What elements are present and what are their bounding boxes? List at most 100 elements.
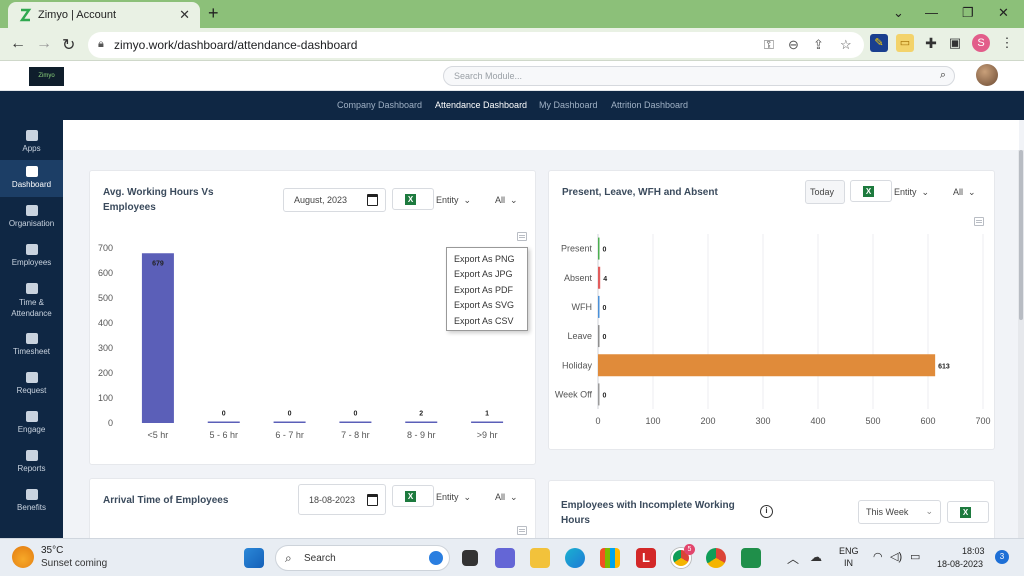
weather-desc[interactable]: Sunset coming (41, 558, 108, 569)
avg-hours-bar-chart: 0 100 200 300 400 500 600 700 679 <5 hr 0 5 - 6 hr 0… (98, 243, 504, 440)
sidebar-item-apps[interactable]: Apps (0, 124, 63, 160)
export-pdf-item[interactable]: Export As PDF (454, 285, 514, 295)
nav-my-dashboard[interactable]: My Dashboard (539, 100, 598, 110)
chrome-profile-icon[interactable] (706, 548, 726, 568)
new-tab-button[interactable]: + (208, 3, 219, 23)
clock-date[interactable]: 18-08-2023 (937, 559, 984, 569)
back-icon[interactable]: ← (10, 35, 26, 52)
sidebar-item-request[interactable]: Request (0, 366, 63, 403)
task-view-icon[interactable] (462, 550, 478, 566)
puzzle-icon[interactable]: ✚ (925, 35, 937, 51)
search-icon[interactable]: ⌕ (939, 69, 946, 81)
date-picker[interactable]: 18-08-2023 (298, 484, 386, 515)
sidebar-item-reports[interactable]: Reports (0, 444, 63, 481)
excel-export-button[interactable]: X (850, 180, 892, 202)
today-button[interactable]: Today (805, 180, 845, 204)
forward-icon[interactable]: → (36, 35, 52, 52)
month-picker[interactable]: August, 2023 (283, 188, 386, 212)
windows-start-icon[interactable] (244, 548, 264, 568)
employees-icon (25, 244, 38, 255)
speaker-icon[interactable]: ◁) (890, 551, 903, 563)
bookmark-star-icon[interactable]: ☆ (840, 37, 852, 52)
key-icon[interactable]: ⚿ (764, 37, 774, 52)
kebab-menu-icon[interactable]: ⋮ (1000, 35, 1014, 50)
tab-title: Zimyo | Account (38, 9, 117, 21)
sidebar-item-time-attendance[interactable]: Time & Attendance (0, 277, 63, 325)
wifi-icon[interactable]: ◠ (873, 551, 883, 563)
calendar-icon[interactable] (367, 194, 378, 206)
excel-export-button[interactable]: X (392, 188, 434, 210)
sidebar-item-employees[interactable]: Employees (0, 238, 63, 275)
all-dropdown[interactable]: All ⌄ (953, 187, 976, 197)
url-text: zimyo.work/dashboard/attendance-dashboar… (114, 38, 358, 52)
module-search-input[interactable]: Search Module... ⌕ (443, 66, 955, 86)
sidebar-item-engage[interactable]: Engage (0, 405, 63, 442)
onedrive-icon[interactable]: ☁ (810, 550, 822, 564)
x-tick-label: 7 - 8 hr (341, 430, 370, 440)
all-dropdown[interactable]: All ⌄ (495, 492, 518, 502)
entity-dropdown[interactable]: Entity ⌄ (436, 492, 472, 502)
timesheet-icon (25, 333, 38, 344)
export-csv-item[interactable]: Export As CSV (454, 316, 514, 326)
calendar-icon[interactable] (367, 494, 378, 506)
chart-menu-icon[interactable] (974, 217, 984, 226)
edge-icon[interactable] (565, 548, 585, 568)
period-select[interactable]: This Week ⌄ (858, 500, 941, 524)
weather-sunset-icon[interactable] (12, 546, 34, 568)
sidebar-item-organisation[interactable]: Organisation (0, 199, 63, 236)
x-tick-label: <5 hr (148, 430, 169, 440)
chevron-up-icon[interactable]: ︿ (787, 552, 800, 566)
scrollbar-thumb[interactable] (1019, 150, 1023, 320)
extension-icon[interactable]: ✎ (870, 34, 888, 52)
excel-icon: X (405, 491, 416, 502)
language-region[interactable]: IN (844, 558, 853, 568)
chart-menu-icon[interactable] (517, 526, 527, 535)
nav-attrition-dashboard[interactable]: Attrition Dashboard (611, 100, 689, 110)
sidebar-item-dashboard[interactable]: Dashboard (0, 160, 63, 197)
bar (598, 237, 600, 260)
info-icon[interactable]: i (760, 505, 773, 518)
share-icon[interactable]: ⇪ (813, 37, 824, 52)
user-avatar[interactable] (976, 64, 998, 86)
language-code[interactable]: ENG (839, 546, 859, 556)
nav-company-dashboard[interactable]: Company Dashboard (337, 100, 423, 110)
chevron-down-icon[interactable]: ⌄ (893, 5, 904, 20)
browser-tab[interactable]: Zimyo | Account ✕ (8, 2, 200, 28)
profile-avatar-icon[interactable]: S (972, 34, 990, 52)
sidepanel-icon[interactable]: ▣ (948, 35, 962, 50)
clock-time[interactable]: 18:03 (962, 546, 985, 556)
minimize-icon[interactable]: — (925, 5, 938, 20)
reload-icon[interactable]: ↻ (62, 37, 76, 54)
restore-icon[interactable]: ❐ (962, 5, 974, 20)
store-icon[interactable] (600, 548, 620, 568)
entity-dropdown[interactable]: Entity ⌄ (436, 195, 472, 205)
export-svg-item[interactable]: Export As SVG (454, 300, 515, 310)
all-dropdown[interactable]: All ⌄ (495, 195, 518, 205)
bing-icon[interactable] (427, 549, 445, 567)
sidebar-item-benefits[interactable]: Benefits (0, 483, 63, 520)
page-scrollbar[interactable] (1018, 150, 1024, 538)
chart-menu-icon[interactable] (517, 232, 527, 241)
excel-app-icon[interactable] (741, 548, 761, 568)
export-png-item[interactable]: Export As PNG (454, 254, 515, 264)
app-l-icon[interactable]: L (636, 548, 656, 568)
weather-temp[interactable]: 35°C (41, 545, 64, 556)
address-bar[interactable]: 🔒︎ zimyo.work/dashboard/attendance-dashb… (88, 32, 864, 58)
battery-icon[interactable]: ▭ (910, 551, 921, 563)
window-close-icon[interactable]: ✕ (998, 5, 1009, 20)
nav-attendance-dashboard[interactable]: Attendance Dashboard (435, 100, 528, 110)
tab-close-icon[interactable]: ✕ (179, 7, 190, 22)
excel-export-button[interactable]: X (947, 501, 989, 523)
zimyo-logo[interactable]: Zimyo (29, 67, 64, 86)
extension-icon[interactable]: ▭ (896, 34, 914, 52)
teams-icon[interactable] (495, 548, 515, 568)
taskbar-search[interactable]: ⌕ Search (275, 545, 450, 571)
excel-export-button[interactable]: X (392, 485, 434, 507)
zoom-icon[interactable]: ⊖ (788, 37, 799, 52)
file-explorer-icon[interactable] (530, 548, 550, 568)
entity-dropdown[interactable]: Entity ⌄ (894, 187, 930, 197)
export-jpg-item[interactable]: Export As JPG (454, 269, 513, 279)
notification-badge[interactable]: 3 (995, 550, 1009, 564)
sidebar-item-timesheet[interactable]: Timesheet (0, 327, 63, 364)
data-label: 679 (152, 260, 164, 267)
